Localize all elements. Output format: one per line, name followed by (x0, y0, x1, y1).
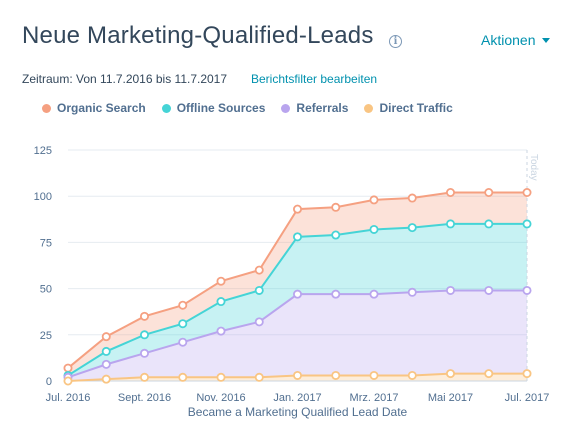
legend-dot-icon (364, 103, 374, 113)
y-tick-label: 50 (40, 284, 52, 296)
legend-item-offline-sources[interactable]: Offline Sources (161, 101, 266, 115)
info-icon[interactable]: i (389, 35, 402, 48)
area-band-0 (68, 192, 527, 376)
actions-dropdown[interactable]: Aktionen (481, 32, 551, 48)
legend-dot-icon (281, 103, 291, 113)
data-point (101, 374, 111, 384)
data-point (407, 193, 417, 203)
area-band-2 (68, 290, 527, 381)
today-marker-label: Today (528, 154, 539, 181)
data-point (254, 317, 264, 327)
x-axis-title: Became a Marketing Qualified Lead Date (188, 405, 408, 419)
data-point (407, 223, 417, 233)
legend-dot-icon (42, 103, 51, 113)
x-tick-label: Jan. 2017 (273, 392, 321, 404)
data-point (178, 337, 188, 347)
data-point (369, 289, 379, 299)
data-point (254, 285, 264, 295)
data-point (369, 224, 379, 234)
x-tick-label: Jul. 2016 (46, 392, 91, 404)
data-point (331, 202, 341, 212)
caret-down-icon (542, 37, 551, 43)
data-point (101, 332, 111, 342)
data-point (522, 219, 532, 229)
x-tick-label: Jul. 2017 (505, 392, 550, 404)
data-point (484, 369, 494, 379)
data-point (292, 289, 302, 299)
data-point (292, 370, 302, 380)
data-point (216, 276, 226, 286)
y-tick-label: 25 (40, 330, 52, 342)
data-point (331, 370, 341, 380)
data-point (178, 319, 188, 329)
chart-legend: Organic Search Offline Sources Referrals… (42, 101, 453, 115)
y-tick-label: 100 (34, 191, 52, 203)
legend-label: Direct Traffic (379, 101, 453, 115)
data-point (369, 195, 379, 205)
data-point (484, 285, 494, 295)
data-point (522, 188, 532, 198)
data-point (484, 219, 494, 229)
legend-label: Referrals (296, 101, 349, 115)
data-point (139, 348, 149, 358)
period-text: Zeitraum: Von 11.7.2016 bis 11.7.2017 (22, 72, 228, 86)
legend-item-referrals[interactable]: Referrals (281, 101, 348, 115)
legend-dot-icon (161, 103, 171, 113)
data-point (407, 370, 417, 380)
data-point (292, 204, 302, 214)
data-point (369, 370, 379, 380)
data-point (254, 372, 264, 382)
data-point (139, 372, 149, 382)
x-tick-label: Mai 2017 (428, 392, 473, 404)
data-point (63, 363, 73, 373)
data-point (139, 330, 149, 340)
data-point (254, 265, 264, 275)
data-point (101, 359, 111, 369)
legend-item-direct-traffic[interactable]: Direct Traffic (364, 101, 453, 115)
data-point (445, 188, 455, 198)
data-point (178, 300, 188, 310)
data-point (216, 372, 226, 382)
report-title: Neue Marketing-Qualified-Leads (22, 22, 374, 49)
actions-label: Aktionen (481, 32, 536, 48)
data-point (101, 346, 111, 356)
data-point (178, 372, 188, 382)
y-tick-label: 125 (34, 145, 52, 157)
legend-label: Organic Search (57, 101, 146, 115)
edit-report-filters-link[interactable]: Berichtsfilter bearbeiten (251, 72, 378, 86)
data-point (522, 285, 532, 295)
x-tick-label: Sept. 2016 (118, 392, 171, 404)
data-point (445, 285, 455, 295)
data-point (407, 287, 417, 297)
data-point (445, 219, 455, 229)
data-point (63, 376, 73, 386)
data-point (216, 326, 226, 336)
data-point (484, 188, 494, 198)
y-tick-label: 75 (40, 237, 52, 249)
data-point (292, 232, 302, 242)
x-tick-label: Nov. 2016 (196, 392, 245, 404)
y-tick-label: 0 (46, 376, 52, 388)
data-point (331, 230, 341, 240)
data-point (216, 297, 226, 307)
legend-label: Offline Sources (176, 101, 266, 115)
legend-item-organic-search[interactable]: Organic Search (42, 101, 146, 115)
data-point (522, 369, 532, 379)
data-point (331, 289, 341, 299)
data-point (139, 311, 149, 321)
data-point (445, 369, 455, 379)
x-tick-label: Mrz. 2017 (350, 392, 399, 404)
